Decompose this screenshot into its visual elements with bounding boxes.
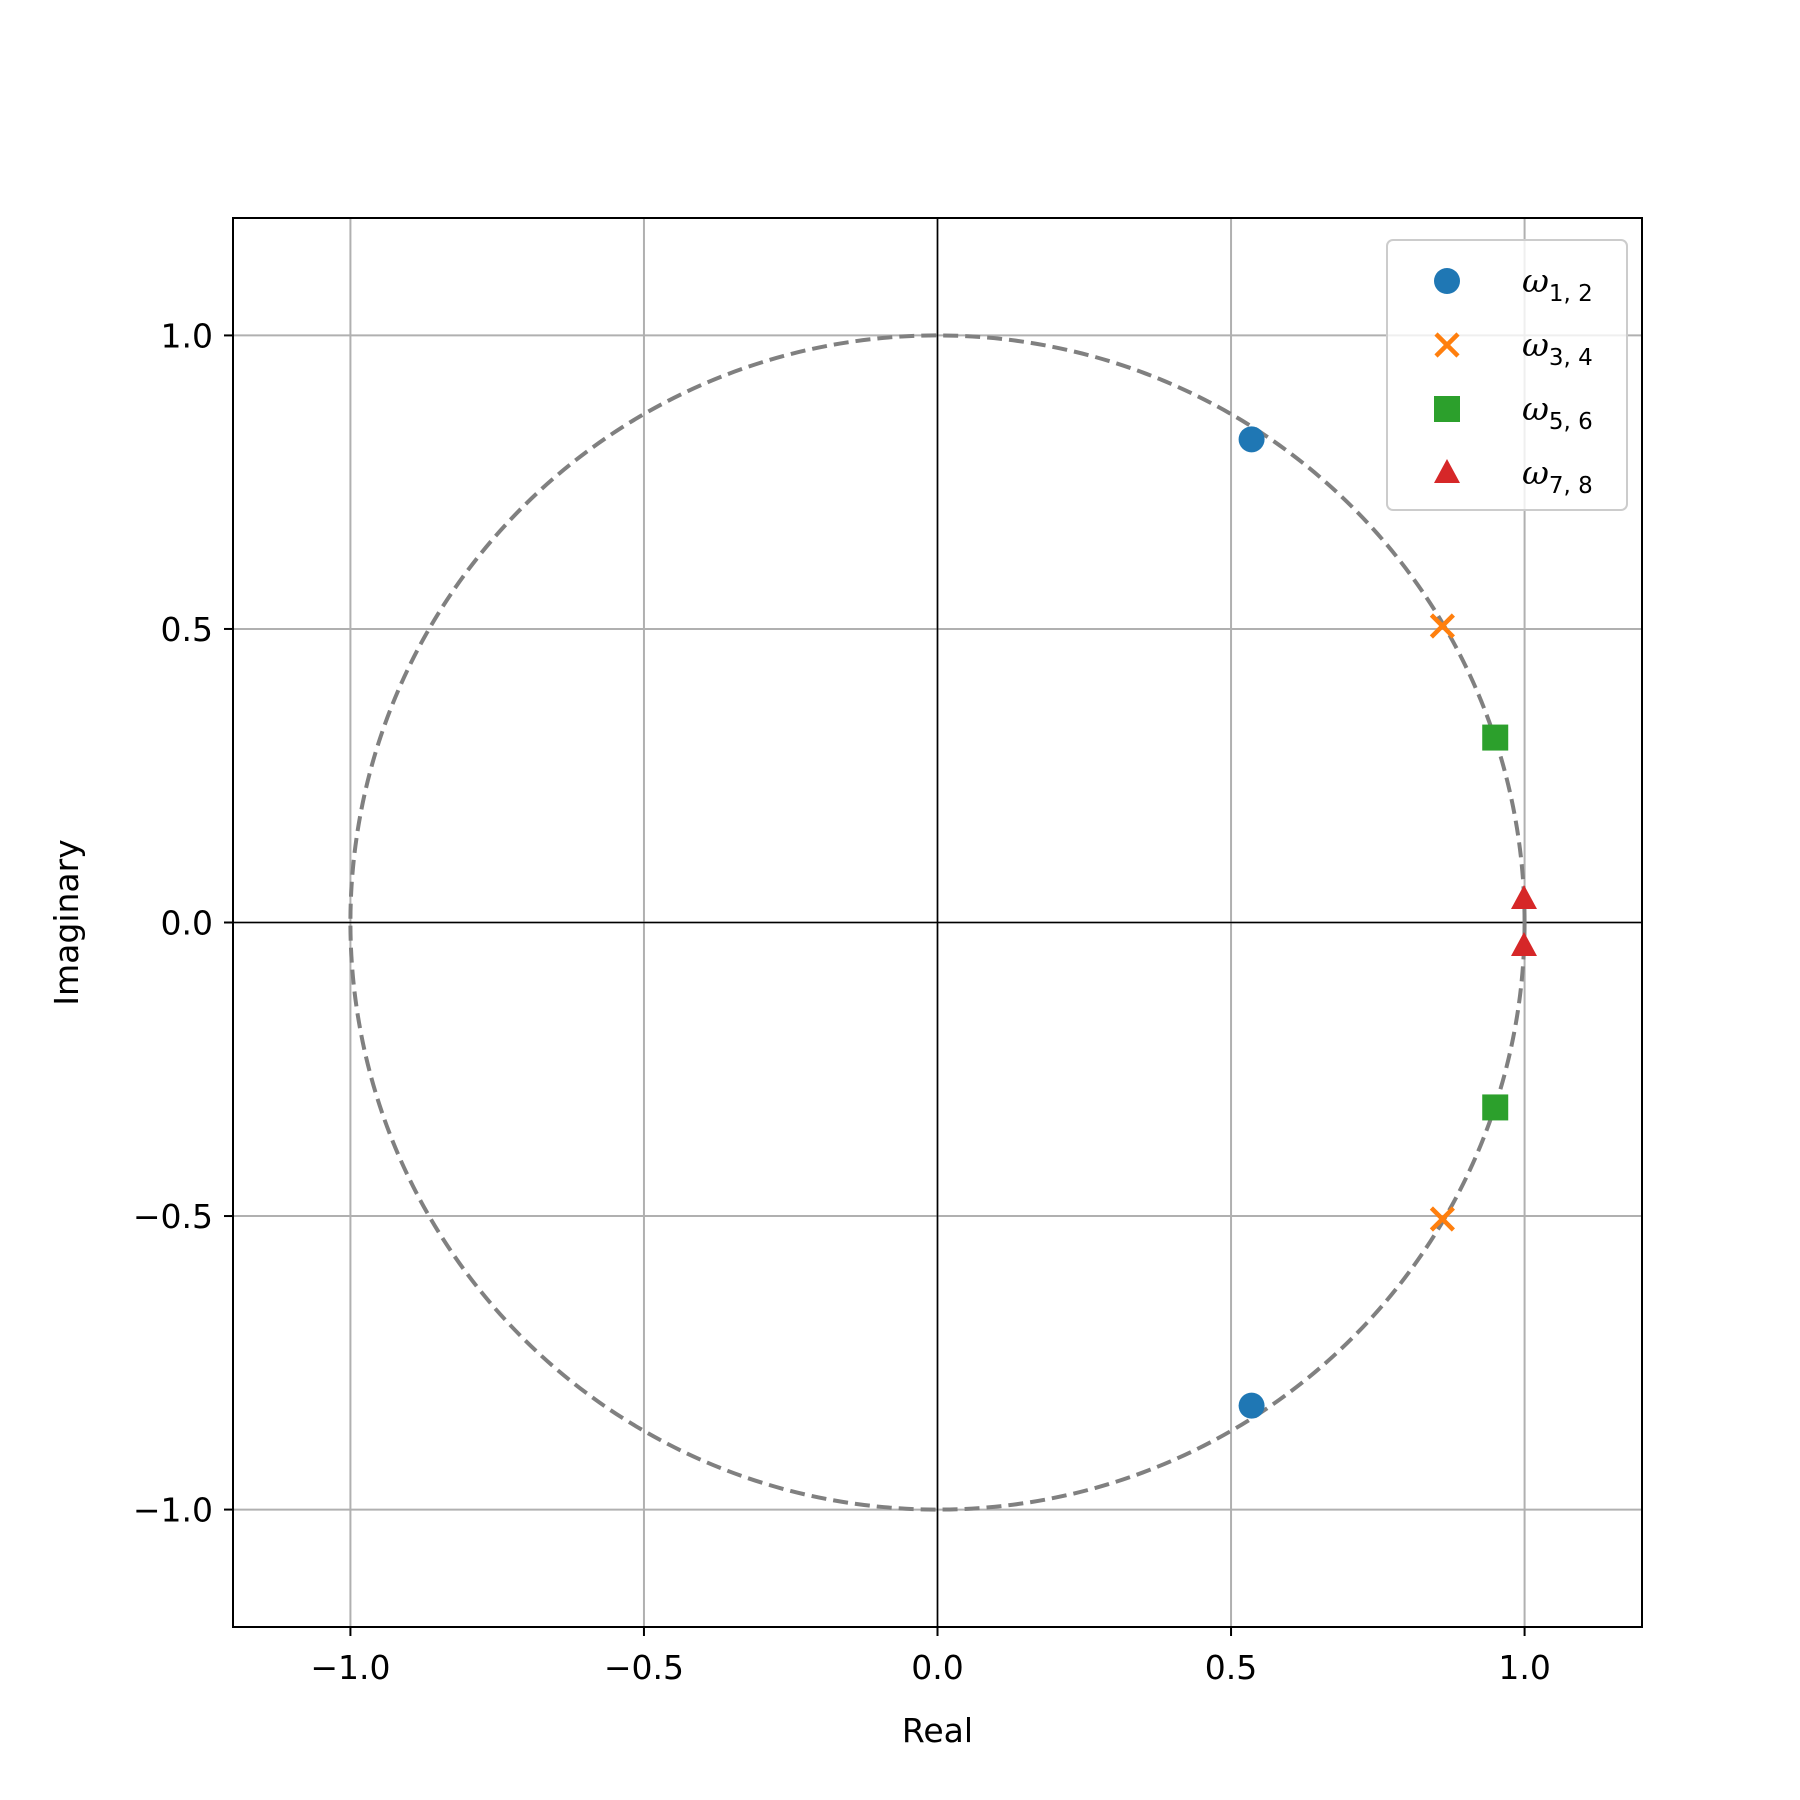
marker-series3-point1 xyxy=(1482,724,1509,751)
legend-subscript-2: 3, 4 xyxy=(1549,345,1593,371)
legend-symbol-1: ω xyxy=(1522,261,1549,300)
legend-label-1: ω1, 2 xyxy=(1522,261,1593,307)
x-tick-label-1: −0.5 xyxy=(604,1648,684,1687)
marker-series1-point2 xyxy=(1238,1392,1265,1419)
legend-subscript-1: 1, 2 xyxy=(1549,281,1593,307)
legend: ω1, 2ω3, 4ω5, 6ω7, 8 xyxy=(1386,239,1628,511)
marker-series3-point2 xyxy=(1482,1094,1509,1121)
data-markers xyxy=(1238,426,1537,1419)
zero-axes xyxy=(233,218,1642,1627)
x-tick-label-4: 1.0 xyxy=(1498,1648,1550,1687)
legend-marker-1 xyxy=(1434,268,1460,294)
legend-symbol-2: ω xyxy=(1522,325,1549,364)
unit-circle xyxy=(348,333,1527,1512)
y-tick-label-0: −1.0 xyxy=(133,1491,213,1530)
legend-marker-2 xyxy=(1434,332,1460,358)
y-tick-label-2: 0.0 xyxy=(161,904,213,943)
ticks: −1.0 −0.5 0.0 0.5 1.0 −1.0 −0.5 0.0 0.5 1.0 xyxy=(133,316,1551,1687)
legend-label-2: ω3, 4 xyxy=(1522,325,1593,371)
x-axis-label: Real xyxy=(902,1711,973,1750)
marker-series4-point2 xyxy=(1510,931,1537,956)
legend-label-4: ω7, 8 xyxy=(1522,453,1593,499)
y-tick-label-3: 0.5 xyxy=(161,610,213,649)
unit-circle-path xyxy=(348,333,1527,1512)
legend-box xyxy=(1386,239,1628,511)
legend-subscript-4: 7, 8 xyxy=(1549,473,1593,499)
marker-series2-point1 xyxy=(1429,613,1455,639)
x-tick-label-2: 0.0 xyxy=(911,1648,963,1687)
x-tick-label-0: −1.0 xyxy=(310,1648,390,1687)
x-tick-label-3: 0.5 xyxy=(1205,1648,1257,1687)
y-axis-label: Imaginary xyxy=(47,839,86,1005)
y-tick-label-1: −0.5 xyxy=(133,1197,213,1236)
legend-subscript-3: 5, 6 xyxy=(1549,409,1593,435)
legend-marker-4 xyxy=(1434,459,1460,483)
marker-series1-point1 xyxy=(1238,426,1265,453)
legend-symbol-4: ω xyxy=(1522,453,1549,492)
legend-label-3: ω5, 6 xyxy=(1522,389,1593,435)
legend-marker-3 xyxy=(1434,396,1460,422)
marker-series2-point2 xyxy=(1429,1206,1455,1232)
legend-symbol-3: ω xyxy=(1522,389,1549,428)
y-tick-label-4: 1.0 xyxy=(161,316,213,355)
marker-series4-point1 xyxy=(1510,885,1537,910)
